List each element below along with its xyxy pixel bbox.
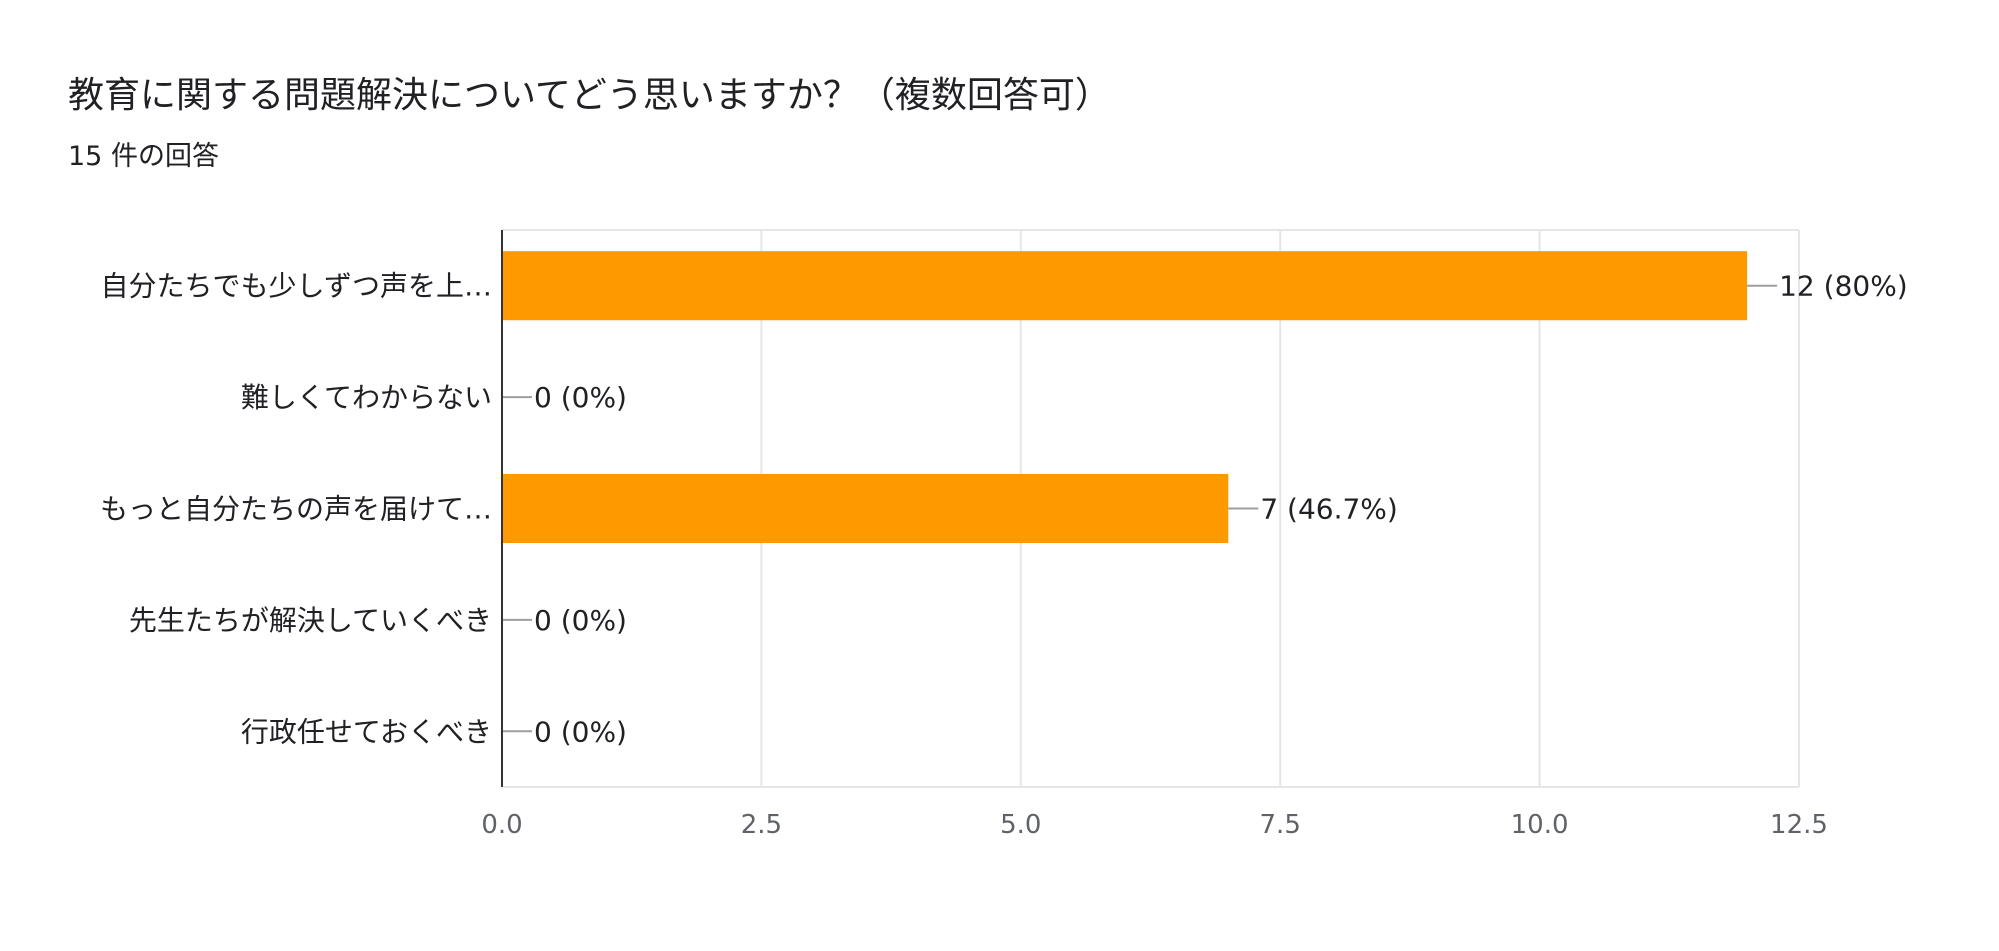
category-label: もっと自分たちの声を届けて… bbox=[100, 493, 492, 526]
data-label: 0 (0%) bbox=[534, 381, 627, 414]
data-label: 0 (0%) bbox=[534, 604, 627, 637]
category-label: 行政任せておくべき bbox=[241, 715, 492, 748]
x-tick-label: 2.5 bbox=[741, 810, 782, 840]
category-label: 難しくてわからない bbox=[241, 381, 492, 414]
x-tick-label: 5.0 bbox=[1000, 810, 1041, 840]
x-tick-label: 12.5 bbox=[1770, 810, 1828, 840]
data-label: 0 (0%) bbox=[534, 715, 627, 748]
bar bbox=[502, 251, 1748, 321]
x-tick-label: 10.0 bbox=[1511, 810, 1569, 840]
x-tick-label: 7.5 bbox=[1260, 810, 1301, 840]
chart-title: 教育に関する問題解決についてどう思いますか？（複数回答可） bbox=[68, 75, 1111, 116]
x-tick-label: 0.0 bbox=[481, 810, 522, 840]
data-label: 7 (46.7%) bbox=[1260, 493, 1398, 526]
category-label: 自分たちでも少しずつ声を上… bbox=[101, 270, 492, 303]
category-label: 先生たちが解決していくべき bbox=[129, 604, 492, 637]
response-count: 15 件の回答 bbox=[68, 141, 219, 172]
bar bbox=[502, 473, 1229, 544]
data-label: 12 (80%) bbox=[1779, 270, 1908, 303]
